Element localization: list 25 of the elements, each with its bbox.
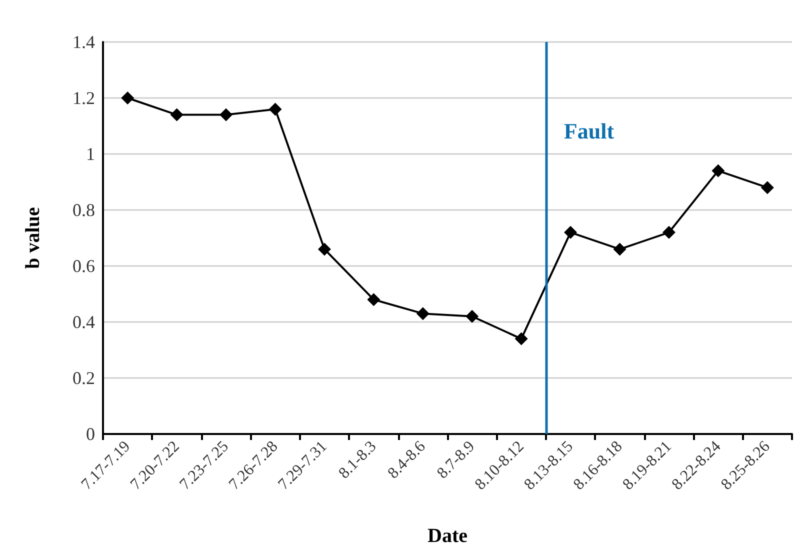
point bbox=[662, 226, 676, 239]
y-axis-title: b value bbox=[22, 207, 44, 269]
y-tick-label: 0.4 bbox=[72, 312, 95, 332]
y-tick-label: 0.6 bbox=[72, 256, 95, 276]
point bbox=[514, 332, 528, 346]
point bbox=[318, 242, 331, 256]
x-axis-title: Date bbox=[428, 525, 468, 547]
point bbox=[121, 92, 134, 104]
point bbox=[220, 108, 233, 122]
point bbox=[268, 102, 282, 116]
y-tick-label: 0.2 bbox=[72, 368, 95, 388]
point bbox=[170, 108, 184, 122]
point bbox=[613, 242, 626, 256]
ref-line-label: Fault bbox=[564, 118, 615, 144]
point bbox=[466, 310, 479, 323]
y-tick-label: 1 bbox=[86, 144, 95, 164]
point bbox=[367, 293, 380, 306]
y-tick-label: 1.2 bbox=[72, 88, 95, 108]
point bbox=[760, 181, 774, 194]
y-tick-label: 1.4 bbox=[72, 32, 95, 52]
y-tick-label: 0.8 bbox=[72, 200, 95, 220]
point bbox=[712, 164, 725, 178]
point bbox=[564, 226, 578, 239]
y-tick-label: 0 bbox=[86, 424, 95, 444]
point bbox=[416, 307, 430, 320]
